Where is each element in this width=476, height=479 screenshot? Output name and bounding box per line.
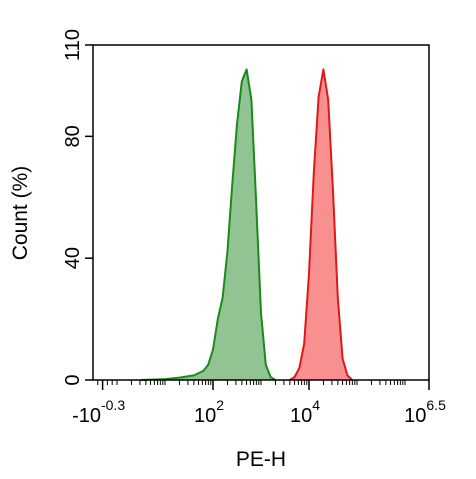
plot-frame [92,44,430,381]
y-axis-ticks: 0 40 80 110 [62,29,93,386]
x-minor-ticks [97,380,406,385]
series-1-line [140,68,276,381]
y-axis-label: Count (%) [9,166,32,261]
y-tick-label: 110 [62,29,84,61]
x-tick-label: -10-0.3 [72,397,125,427]
x-axis-ticks: -10-0.3 102 104 106.5 [72,380,446,427]
y-tick-label: 80 [62,125,84,147]
series-layer [140,68,353,381]
x-tick-label: 106.5 [404,397,446,427]
y-tick-label: 40 [62,247,84,269]
x-tick-label: 102 [194,397,224,427]
series-1-area [141,69,276,381]
y-tick-label: 0 [62,374,84,385]
x-axis-label: PE-H [236,448,286,471]
series-2-line [289,68,353,381]
series-2-area [289,69,353,381]
x-tick-label: 104 [290,397,320,427]
